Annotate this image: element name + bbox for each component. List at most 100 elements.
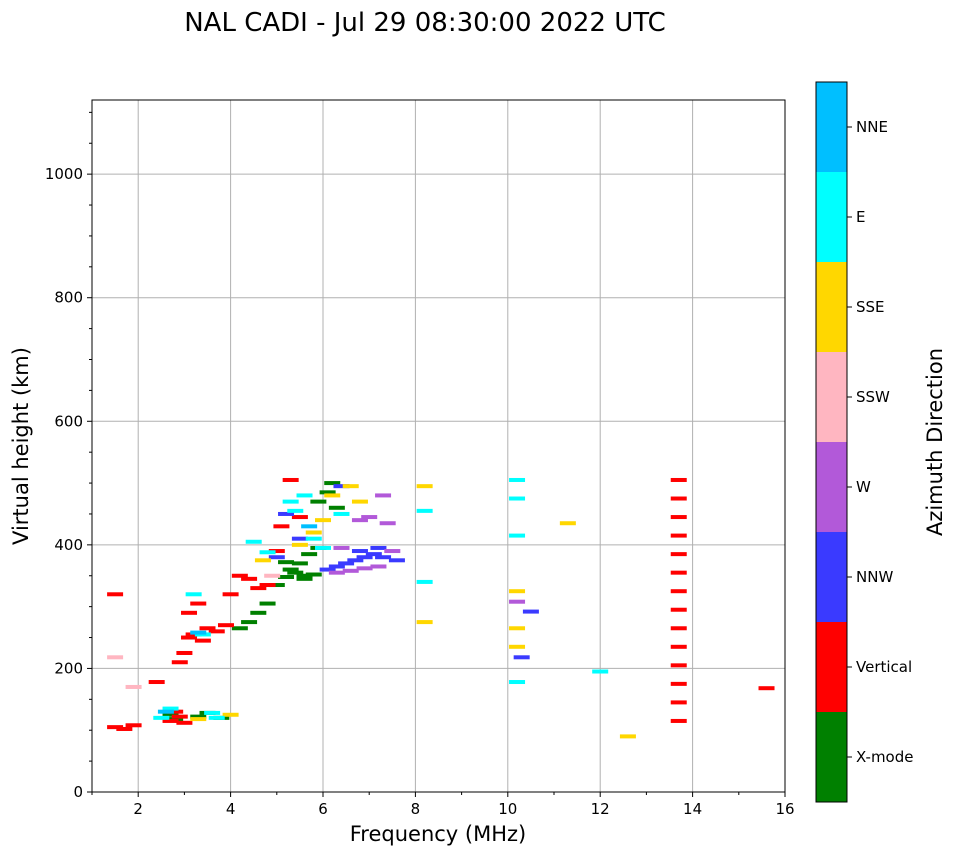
data-point — [338, 561, 355, 566]
data-point — [305, 530, 322, 535]
data-point — [241, 620, 258, 625]
data-point — [328, 505, 345, 510]
data-point — [509, 477, 526, 482]
data-point — [361, 515, 378, 520]
data-point — [758, 686, 775, 691]
data-point — [416, 508, 433, 513]
data-point — [222, 712, 239, 717]
data-point — [254, 558, 271, 563]
data-point — [333, 545, 350, 550]
data-point — [181, 610, 198, 615]
data-point — [670, 515, 687, 520]
data-point — [375, 555, 392, 560]
colorbar-segment — [816, 712, 847, 802]
data-point — [282, 477, 299, 482]
data-point — [278, 511, 295, 516]
data-point — [148, 680, 165, 685]
data-point — [259, 601, 276, 606]
colorbar-tick-label: E — [856, 208, 865, 226]
data-point — [190, 630, 207, 635]
x-tick-label: 4 — [226, 800, 236, 818]
data-point — [559, 521, 576, 526]
data-point — [273, 524, 290, 529]
data-point — [310, 499, 327, 504]
data-point — [328, 570, 345, 575]
data-point — [619, 734, 636, 739]
colorbar-frame — [815, 81, 848, 803]
data-point — [107, 592, 124, 597]
data-point — [190, 601, 207, 606]
data-point — [670, 477, 687, 482]
data-point — [245, 539, 262, 544]
data-point — [670, 607, 687, 612]
data-point — [157, 709, 174, 714]
data-point — [509, 496, 526, 501]
data-point — [171, 714, 188, 719]
data-point — [162, 718, 179, 723]
data-point — [208, 715, 225, 720]
data-point — [509, 589, 526, 594]
data-point — [670, 700, 687, 705]
data-point — [305, 572, 322, 577]
data-point — [370, 545, 387, 550]
data-point — [278, 574, 295, 579]
data-point — [319, 490, 336, 495]
data-point — [509, 644, 526, 649]
data-point — [670, 644, 687, 649]
data-point — [153, 715, 170, 720]
x-tick-label: 8 — [411, 800, 421, 818]
data-point — [670, 626, 687, 631]
data-point — [231, 573, 248, 578]
data-point — [204, 710, 221, 715]
colorbar-label: Azimuth Direction — [923, 348, 947, 536]
data-point — [268, 583, 285, 588]
data-point — [670, 589, 687, 594]
data-point — [305, 536, 322, 541]
data-point — [333, 511, 350, 516]
data-point — [670, 496, 687, 501]
data-point — [509, 626, 526, 631]
data-point — [315, 518, 331, 523]
data-point — [287, 508, 304, 513]
data-point — [291, 561, 308, 566]
x-tick-label: 10 — [498, 800, 517, 818]
x-tick-label: 6 — [318, 800, 328, 818]
data-point — [365, 552, 382, 557]
data-point — [194, 638, 211, 643]
data-point — [296, 573, 313, 578]
data-point — [370, 564, 387, 569]
colorbar-tick-label: NNW — [856, 568, 893, 586]
data-point — [259, 550, 276, 555]
data-point — [125, 684, 142, 689]
data-point — [241, 576, 258, 581]
data-point — [301, 552, 318, 557]
data-point — [185, 592, 202, 597]
data-point — [217, 623, 234, 628]
data-point — [181, 635, 198, 640]
data-point — [375, 493, 392, 498]
data-point — [176, 650, 193, 655]
data-point — [509, 680, 526, 685]
colorbar-segment — [816, 262, 847, 352]
data-point — [264, 573, 281, 578]
data-point — [287, 570, 304, 575]
data-point — [291, 515, 308, 520]
colorbar-tick-label: Vertical — [856, 658, 912, 676]
data-point — [315, 545, 331, 550]
data-point — [208, 629, 225, 634]
colorbar-segment — [816, 622, 847, 712]
y-tick-label: 800 — [54, 289, 83, 307]
data-point — [356, 566, 373, 571]
chart-title: NAL CADI - Jul 29 08:30:00 2022 UTC — [184, 8, 666, 38]
plot-area — [92, 100, 785, 792]
data-point — [342, 568, 359, 573]
data-point — [250, 610, 267, 615]
data-point — [509, 599, 526, 604]
data-point — [296, 493, 313, 498]
data-point — [333, 484, 350, 489]
y-tick-label: 200 — [54, 659, 83, 677]
colorbar-tick-label: SSW — [856, 388, 890, 406]
data-point — [342, 484, 359, 489]
data-point — [351, 499, 368, 504]
